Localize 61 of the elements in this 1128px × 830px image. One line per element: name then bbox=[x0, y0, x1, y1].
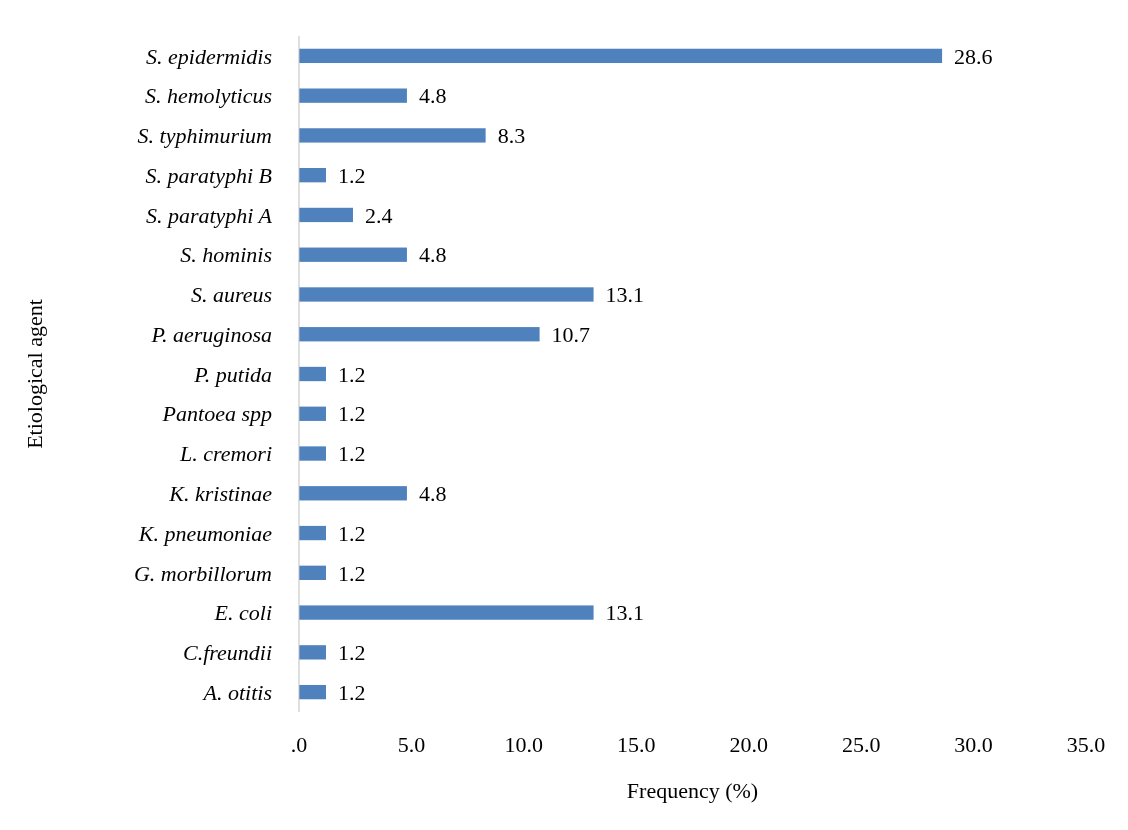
data-label: 8.3 bbox=[497, 123, 526, 149]
x-tick-label: .0 bbox=[290, 732, 308, 757]
data-label: 1.2 bbox=[337, 401, 366, 427]
bar bbox=[299, 48, 943, 64]
data-label: 1.2 bbox=[337, 441, 366, 467]
data-label: 1.2 bbox=[337, 520, 366, 546]
x-tick-label: 20.0 bbox=[729, 732, 768, 757]
bar bbox=[299, 366, 326, 382]
data-label: 1.2 bbox=[337, 679, 366, 705]
x-axis-title: Frequency (%) bbox=[626, 778, 759, 803]
data-label: 10.7 bbox=[551, 321, 591, 347]
data-label: 1.2 bbox=[337, 162, 366, 188]
bar bbox=[299, 327, 540, 342]
x-tick-label: 25.0 bbox=[841, 732, 881, 757]
bar bbox=[299, 168, 326, 183]
y-tick-label: C.freundii bbox=[182, 640, 272, 666]
y-tick-label: G. morbillorum bbox=[133, 560, 272, 586]
data-label: 4.8 bbox=[418, 83, 447, 109]
bar bbox=[299, 406, 326, 421]
y-tick-label: Pantoea spp bbox=[161, 401, 272, 427]
data-label: 4.8 bbox=[418, 480, 447, 506]
bar bbox=[299, 486, 407, 501]
x-tick-label: 15.0 bbox=[617, 732, 656, 757]
bar bbox=[299, 525, 326, 541]
y-tick-label: K. kristinae bbox=[168, 480, 273, 506]
bar bbox=[299, 207, 353, 223]
data-label: 4.8 bbox=[418, 242, 447, 268]
x-tick-label: 30.0 bbox=[954, 732, 993, 757]
y-tick-label: S. paratyphi A bbox=[145, 202, 273, 228]
y-tick-label: K. pneumoniae bbox=[137, 520, 273, 546]
bar bbox=[299, 128, 486, 143]
x-tick-label: 35.0 bbox=[1066, 732, 1106, 757]
y-tick-label: E. coli bbox=[213, 600, 272, 626]
y-axis-title: Etiological agent bbox=[22, 299, 47, 449]
y-tick-label: P. aeruginosa bbox=[150, 321, 272, 347]
data-label: 2.4 bbox=[364, 202, 393, 228]
y-tick-label: S. typhimurium bbox=[137, 123, 272, 149]
data-label: 13.1 bbox=[605, 282, 645, 308]
bar bbox=[299, 446, 326, 461]
data-label: 13.1 bbox=[605, 600, 645, 626]
y-tick-label: S. hominis bbox=[180, 242, 272, 268]
x-tick-label: 10.0 bbox=[504, 732, 544, 757]
y-tick-label: S. hemolyticus bbox=[144, 83, 272, 109]
bar bbox=[299, 287, 594, 302]
bar bbox=[299, 605, 594, 620]
y-tick-label: A. otitis bbox=[201, 679, 272, 705]
data-label: 1.2 bbox=[337, 361, 366, 387]
bar bbox=[299, 565, 326, 580]
x-tick-label: 5.0 bbox=[397, 732, 426, 757]
y-tick-label: P. putida bbox=[193, 361, 272, 387]
data-label: 1.2 bbox=[337, 640, 366, 666]
y-tick-label: L. cremori bbox=[178, 441, 272, 467]
bar bbox=[299, 645, 326, 660]
y-tick-label: S. epidermidis bbox=[146, 43, 272, 69]
data-label: 1.2 bbox=[337, 560, 366, 586]
y-tick-label: S. paratyphi B bbox=[145, 162, 272, 188]
bar bbox=[299, 247, 407, 262]
y-tick-label: S. aureus bbox=[190, 282, 272, 308]
bar bbox=[299, 88, 407, 103]
data-label: 28.6 bbox=[954, 43, 993, 69]
bar bbox=[299, 684, 326, 700]
